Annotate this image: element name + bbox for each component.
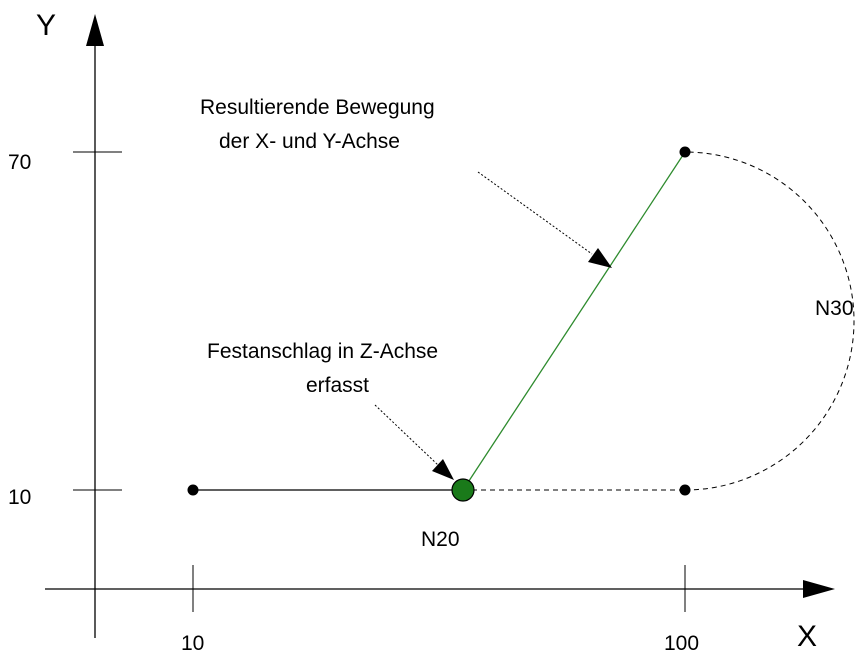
fixed-stop-label-line1: Festanschlag in Z-Achse [207, 340, 438, 363]
point-start [187, 484, 199, 496]
resulting-movement-arrowhead [588, 248, 612, 268]
resulting-movement-pointer [477, 171, 593, 255]
x-axis-title: X [797, 620, 817, 653]
x-axis-arrowhead [803, 580, 835, 598]
y-tick-label-10: 10 [8, 486, 31, 509]
point-n20-end [679, 484, 691, 496]
point-n30-end [679, 146, 691, 158]
fixed-stop-arrowhead [432, 459, 454, 480]
resulting-movement-line [462, 151, 686, 491]
y-axis-title: Y [36, 9, 56, 42]
y-tick-label-70: 70 [8, 151, 31, 174]
fixed-stop-pointer [374, 404, 439, 466]
resulting-movement-label-line2: der X- und Y-Achse [219, 130, 400, 153]
path-n30-arc [684, 151, 855, 491]
x-tick-label-10: 10 [181, 632, 204, 655]
block-label-n20: N20 [421, 528, 460, 551]
fixed-stop-label-line2: erfasst [306, 374, 369, 397]
x-tick-label-100: 100 [664, 632, 699, 655]
y-axis-arrowhead [86, 14, 104, 46]
point-fixed-stop-contact [451, 478, 475, 502]
block-label-n30: N30 [815, 297, 854, 320]
resulting-movement-label-line1: Resultierende Bewegung [200, 96, 435, 119]
